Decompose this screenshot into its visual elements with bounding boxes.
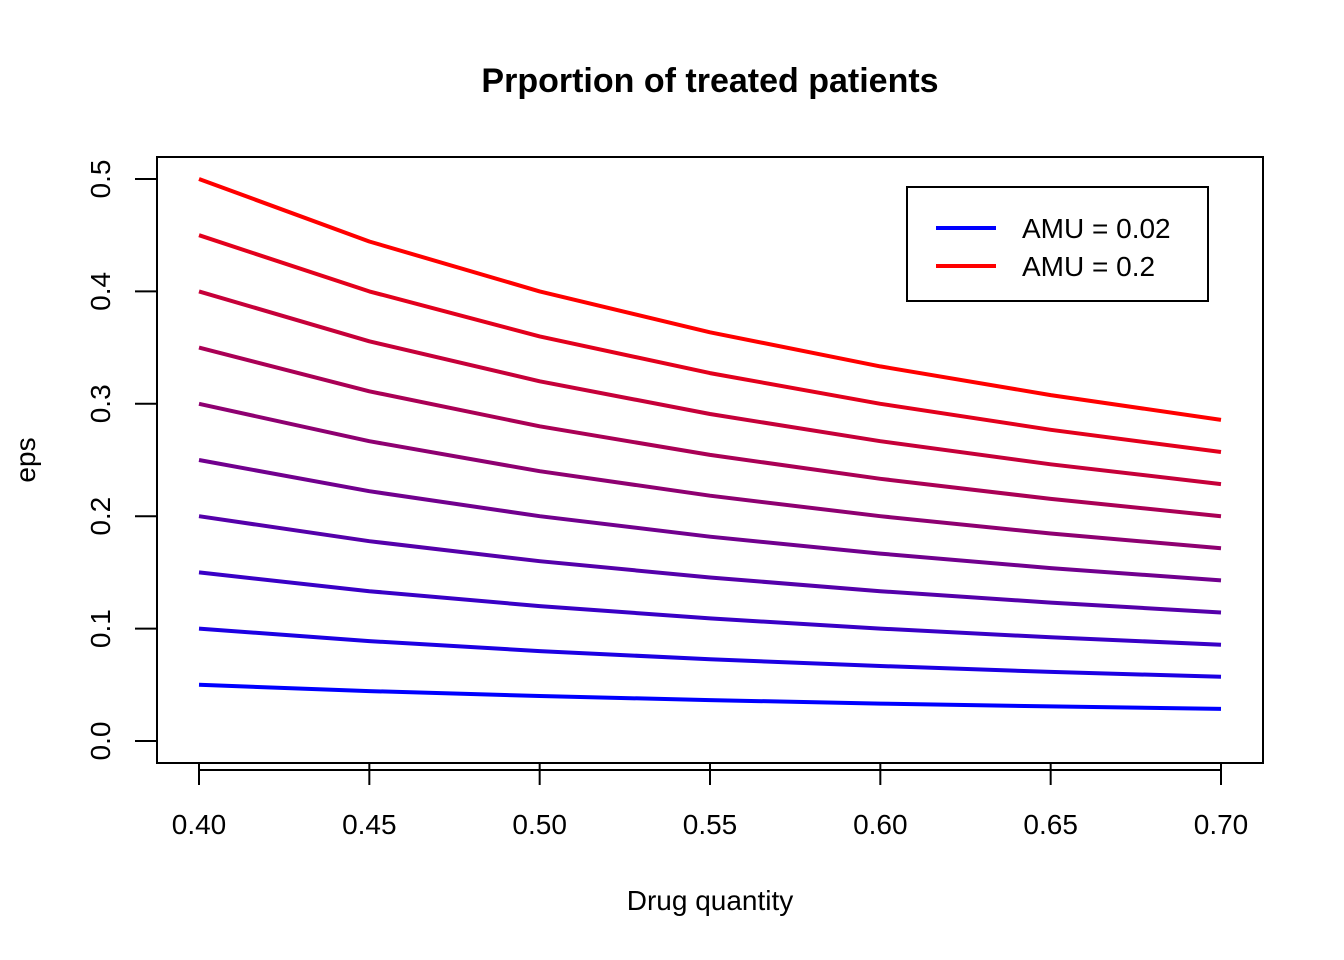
y-tick-label: 0.0: [85, 722, 116, 761]
x-tick-label: 0.55: [683, 809, 738, 840]
y-tick-label: 0.5: [85, 160, 116, 199]
series-line-8: [198, 289, 1222, 487]
x-axis-label: Drug quantity: [627, 885, 794, 916]
x-tick-label: 0.70: [1194, 809, 1249, 840]
legend: AMU = 0.02 AMU = 0.2: [906, 186, 1209, 302]
x-tick-label: 0.40: [172, 809, 227, 840]
x-tick-label: 0.60: [853, 809, 908, 840]
y-tick-label: 0.3: [85, 384, 116, 423]
x-tick-label: 0.45: [342, 809, 397, 840]
legend-label-amu-002: AMU = 0.02: [1022, 213, 1171, 244]
y-tick-label: 0.4: [85, 272, 116, 311]
chart-title: Prportion of treated patients: [481, 62, 938, 100]
series-line-2: [198, 626, 1222, 679]
series-line-5: [198, 458, 1222, 583]
series-line-1: [198, 682, 1222, 711]
y-axis: 0.0 0.1 0.2 0.3 0.4 0.5: [85, 160, 158, 761]
y-tick-label: 0.1: [85, 609, 116, 648]
y-axis-label: eps: [10, 437, 41, 482]
x-tick-label: 0.50: [512, 809, 567, 840]
series-layer: [198, 177, 1222, 711]
series-line-6: [198, 401, 1222, 551]
x-tick-label: 0.65: [1023, 809, 1078, 840]
series-line-4: [198, 514, 1222, 615]
series-line-10: [198, 177, 1222, 422]
legend-box: [906, 186, 1209, 302]
series-line-9: [198, 233, 1222, 454]
y-tick-label: 0.2: [85, 497, 116, 536]
series-line-7: [198, 345, 1222, 519]
legend-label-amu-02: AMU = 0.2: [1022, 251, 1155, 282]
x-axis: 0.40 0.45 0.50 0.55 0.60 0.65 0.70: [172, 763, 1249, 840]
series-line-3: [198, 570, 1222, 647]
